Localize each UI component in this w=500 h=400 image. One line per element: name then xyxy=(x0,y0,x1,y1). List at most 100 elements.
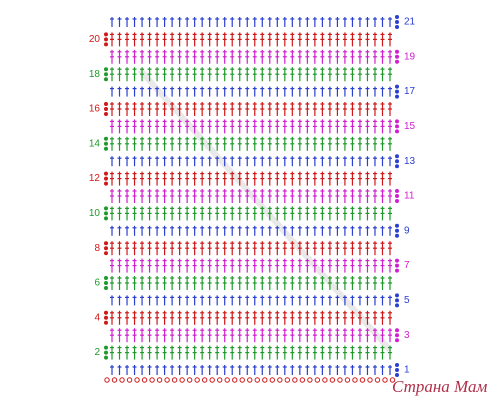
turning-chain xyxy=(104,141,108,146)
chain xyxy=(352,377,358,383)
row-number: 9 xyxy=(404,225,410,236)
turning-chain xyxy=(104,315,108,320)
turning-chain xyxy=(104,216,108,221)
row-number: 17 xyxy=(404,86,416,97)
row xyxy=(104,171,392,186)
row xyxy=(104,32,392,47)
watermark-stripes xyxy=(137,68,393,352)
chain xyxy=(126,377,133,383)
turning-chain xyxy=(104,77,108,82)
row-number: 16 xyxy=(89,104,101,115)
row xyxy=(110,119,399,134)
row-number: 11 xyxy=(404,191,415,202)
chain xyxy=(329,377,336,383)
row xyxy=(110,49,399,64)
row-number: 21 xyxy=(404,17,416,28)
turning-chain xyxy=(104,355,108,360)
turning-chain xyxy=(104,107,108,111)
turning-chain xyxy=(395,20,399,24)
turning-chain xyxy=(104,350,108,355)
turning-chain xyxy=(395,298,399,303)
row xyxy=(104,276,392,290)
chain xyxy=(164,377,170,383)
turning-chain xyxy=(395,164,399,169)
row-number: 19 xyxy=(404,51,416,62)
row-number: 3 xyxy=(404,330,410,341)
row-number: 4 xyxy=(94,312,100,323)
row xyxy=(110,293,399,308)
chain xyxy=(141,377,148,383)
row-number: 18 xyxy=(89,69,101,80)
turning-chain xyxy=(395,293,399,298)
chain xyxy=(262,377,268,383)
chain xyxy=(359,377,366,383)
chain xyxy=(149,377,155,383)
row xyxy=(110,328,399,343)
row-number: 10 xyxy=(89,208,101,219)
turning-chain xyxy=(104,136,108,141)
turning-chain xyxy=(104,211,108,216)
chain xyxy=(232,377,238,383)
turning-chain xyxy=(395,228,399,233)
turning-chain xyxy=(395,189,399,193)
chain xyxy=(292,377,298,383)
chain xyxy=(367,377,373,383)
chain xyxy=(277,377,283,383)
chain xyxy=(134,377,140,383)
turning-chain xyxy=(395,59,399,64)
turning-chain xyxy=(395,154,399,159)
row-number: 20 xyxy=(89,34,101,45)
chain xyxy=(239,377,245,383)
chain xyxy=(344,377,351,383)
turning-chain xyxy=(395,129,399,134)
turning-chain xyxy=(395,328,399,333)
row xyxy=(104,345,392,360)
chain xyxy=(111,377,118,383)
chain xyxy=(156,377,163,383)
row-number: 14 xyxy=(89,138,101,149)
turning-chain xyxy=(395,338,399,343)
turning-chain xyxy=(395,268,399,273)
turning-chain xyxy=(395,94,399,99)
row-number: 13 xyxy=(404,156,416,167)
row xyxy=(104,241,392,256)
row-number: 15 xyxy=(404,121,416,132)
turning-chain xyxy=(395,263,399,268)
turning-chain xyxy=(395,368,399,372)
turning-chain xyxy=(395,373,399,377)
turning-chain xyxy=(104,286,108,290)
chain xyxy=(382,377,388,383)
row xyxy=(110,258,399,273)
turning-chain xyxy=(104,67,108,72)
turning-chain xyxy=(104,181,108,186)
turning-chain xyxy=(395,89,399,94)
watermark: Страна Мам xyxy=(392,377,487,396)
row-number: 12 xyxy=(89,173,101,184)
chain xyxy=(104,377,110,383)
turning-chain xyxy=(104,32,108,37)
row xyxy=(110,15,399,29)
chain xyxy=(209,377,215,383)
row-number: 5 xyxy=(404,295,410,306)
turning-chain xyxy=(104,246,108,251)
turning-chain xyxy=(104,345,108,350)
chain xyxy=(269,377,275,383)
chain xyxy=(322,377,328,383)
chain xyxy=(284,377,291,383)
chain xyxy=(254,377,260,383)
turning-chain xyxy=(104,320,108,325)
turning-chain xyxy=(104,310,108,315)
turning-chain xyxy=(395,223,399,228)
chain xyxy=(299,377,306,383)
chain xyxy=(201,377,208,383)
turning-chain xyxy=(395,49,399,54)
chain xyxy=(307,377,313,383)
row-number: 2 xyxy=(94,347,100,358)
turning-chain xyxy=(104,206,108,211)
row xyxy=(104,206,392,221)
chain xyxy=(186,377,193,383)
row xyxy=(104,310,392,325)
row-number: 7 xyxy=(404,260,410,271)
row xyxy=(110,189,399,203)
